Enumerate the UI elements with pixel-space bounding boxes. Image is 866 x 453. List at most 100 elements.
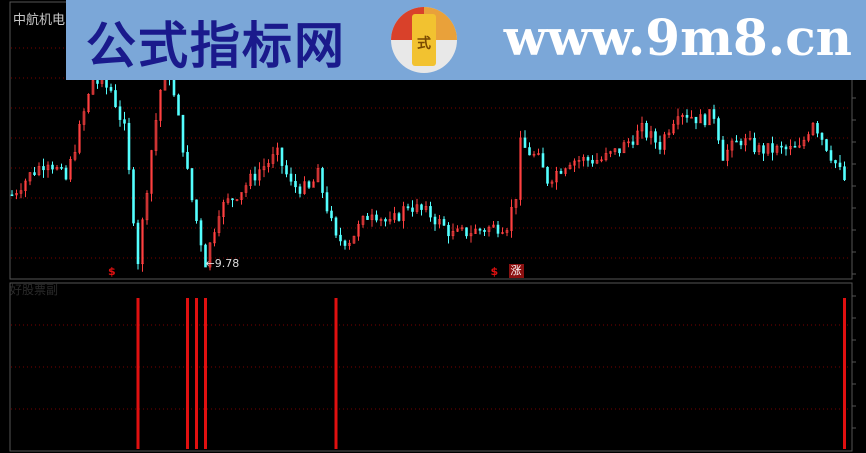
candle-body — [717, 118, 720, 141]
candle-body — [829, 150, 833, 161]
candle-body — [199, 220, 203, 246]
candle-body — [280, 147, 284, 166]
candle-body — [136, 222, 140, 265]
candle-body — [118, 106, 122, 120]
svg-text:式: 式 — [417, 35, 431, 52]
candle-body — [564, 168, 567, 174]
candle-body — [757, 145, 761, 153]
candle-body — [622, 142, 626, 154]
candle-body — [586, 157, 590, 161]
candle-body — [348, 242, 351, 246]
candle-body — [501, 232, 504, 234]
sub-panel-frame — [9, 282, 853, 452]
candle-body — [838, 162, 842, 168]
candle-body — [213, 232, 216, 244]
candle-body — [321, 168, 324, 193]
candle-body — [532, 153, 536, 156]
candle-body — [465, 227, 468, 237]
candle-body — [645, 123, 648, 138]
candle-body — [285, 165, 288, 175]
signal-bar — [186, 298, 189, 449]
candle-body — [537, 153, 540, 155]
candle-body — [195, 199, 198, 221]
signal-bar — [136, 298, 140, 449]
candle-body — [816, 123, 819, 134]
candle-body — [676, 116, 680, 125]
candle-body — [640, 123, 644, 132]
candle-body — [177, 94, 180, 116]
candle-body — [96, 80, 99, 84]
candle-body — [303, 181, 306, 194]
candle-body — [357, 224, 360, 237]
candle-body — [555, 171, 558, 183]
banner-url-text: www.9m8.cn — [503, 8, 852, 67]
candle-body — [384, 219, 387, 222]
candle-body — [541, 153, 545, 168]
candle-body — [654, 131, 657, 143]
candle-body — [186, 151, 189, 169]
candle-body — [397, 213, 401, 221]
candle-body — [807, 134, 810, 141]
banner-cn-text: 公式指标网 — [86, 17, 346, 75]
candle-body — [343, 240, 347, 246]
candle-body — [10, 194, 14, 197]
candle-body — [190, 168, 194, 201]
candle-body — [42, 166, 45, 171]
candle-body — [442, 219, 446, 226]
candle-body — [433, 216, 437, 225]
candle-body — [235, 199, 239, 201]
candle-body — [15, 193, 18, 196]
candle-body — [352, 235, 356, 244]
rise-signal-badge: 涨 — [508, 264, 524, 278]
candle-body — [447, 224, 450, 237]
candle-body — [24, 180, 27, 191]
candle-body — [784, 146, 788, 150]
candle-body — [393, 213, 396, 220]
candle-body — [307, 181, 311, 188]
signal-bar — [843, 298, 846, 449]
candle-body — [204, 244, 207, 268]
candle-body — [703, 114, 707, 126]
candle-body — [802, 139, 806, 147]
candle-body — [244, 185, 248, 193]
candle-body — [267, 163, 270, 167]
candle-body — [217, 216, 221, 233]
candle-body — [595, 160, 599, 164]
candle-body — [658, 141, 662, 150]
candle-body — [568, 164, 572, 170]
candle-body — [843, 166, 846, 181]
candle-body — [388, 219, 392, 222]
candle-body — [226, 198, 230, 203]
candle-body — [258, 169, 261, 181]
candle-body — [469, 233, 473, 237]
candle-body — [753, 137, 756, 153]
candle-body — [249, 173, 252, 186]
candle-body — [510, 207, 513, 231]
signal-bar — [334, 298, 338, 449]
candle-body — [375, 214, 378, 221]
low-price-value: 9.78 — [214, 257, 240, 270]
candle-body — [366, 215, 369, 220]
candle-body — [744, 138, 747, 146]
candle-body — [694, 116, 698, 124]
candle-body — [762, 145, 765, 154]
sub-chart-title: 好股票副 — [10, 283, 59, 297]
low-price-label: ←9.78 — [205, 257, 240, 270]
candle-body — [613, 148, 617, 152]
candle-body — [222, 202, 225, 217]
candle-body — [60, 167, 63, 169]
candle-body — [334, 217, 338, 236]
candle-body — [523, 137, 527, 148]
candle-body — [361, 215, 365, 225]
candle-body — [298, 186, 302, 194]
candle-body — [766, 143, 770, 154]
candle-body — [591, 159, 594, 164]
candle-body — [600, 159, 603, 162]
candle-body — [451, 230, 455, 237]
candle-body — [429, 206, 432, 218]
candle-body — [271, 154, 275, 164]
candle-body — [474, 228, 477, 234]
candle-body — [33, 172, 36, 176]
candle-body — [64, 167, 68, 180]
